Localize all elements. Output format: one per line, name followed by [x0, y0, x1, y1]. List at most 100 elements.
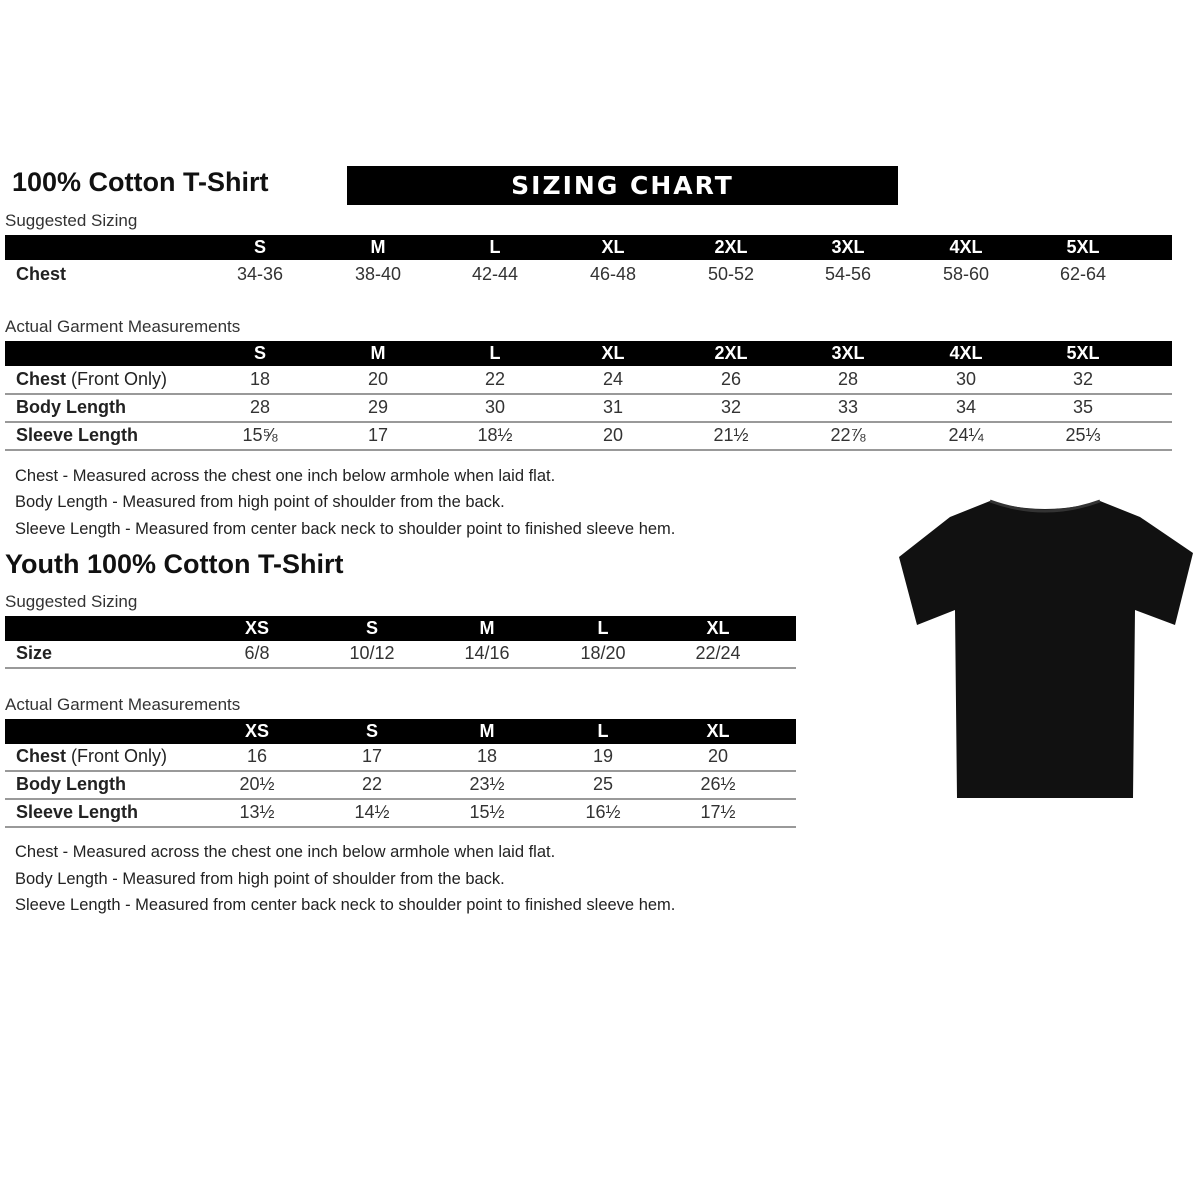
table-cell: 35 — [1072, 397, 1094, 417]
row-divider — [5, 393, 1172, 395]
row-label: Size — [16, 643, 53, 663]
row-label: Chest (Front Only) — [16, 746, 168, 766]
size-header-l: L — [489, 343, 501, 363]
table-cell: 14/16 — [464, 643, 510, 663]
table-cell: 19 — [592, 746, 614, 766]
row-label: Chest (Front Only) — [16, 369, 168, 389]
size-header-m: M — [479, 618, 495, 638]
size-header-4xl: 4XL — [949, 343, 983, 363]
table-cell: 28 — [837, 369, 859, 389]
table-cell: 46-48 — [589, 264, 637, 284]
size-header-3xl: 3XL — [831, 343, 865, 363]
table-cell: 22 — [484, 369, 506, 389]
table-cell: 15½ — [469, 802, 505, 822]
table-cell: 22/24 — [695, 643, 741, 663]
size-header-5xl: 5XL — [1066, 237, 1100, 257]
table-cell: 18/20 — [580, 643, 626, 663]
size-header-3xl: 3XL — [831, 237, 865, 257]
note-line: Sleeve Length - Measured from center bac… — [15, 520, 676, 538]
row-divider — [5, 421, 1172, 423]
table-cell: 20 — [367, 369, 389, 389]
table-cell: 58-60 — [942, 264, 990, 284]
table-cell: 20 — [602, 425, 624, 445]
table-cell: 17½ — [700, 802, 736, 822]
table-cell: 17 — [361, 746, 383, 766]
table-cell: 14½ — [354, 802, 390, 822]
table-cell: 18 — [249, 369, 271, 389]
table-cell: 25 — [592, 774, 614, 794]
size-header-xl: XL — [601, 237, 625, 257]
table-cell: 54-56 — [824, 264, 872, 284]
adult-title: 100% Cotton T-Shirt — [12, 167, 269, 197]
note-line: Chest - Measured across the chest one in… — [15, 843, 556, 861]
table-row: Chest 34-36 38-40 42-44 46-48 50-52 54-56 58-60… — [0, 264, 1200, 290]
table-cell: 26½ — [700, 774, 736, 794]
table-cell: 21½ — [713, 425, 749, 445]
size-header-bar: XS S M L XL — [5, 616, 796, 641]
table-cell: 30 — [484, 397, 506, 417]
size-header-4xl: 4XL — [949, 237, 983, 257]
size-header-2xl: 2XL — [714, 343, 748, 363]
size-header-xl: XL — [706, 618, 730, 638]
table-cell: 34-36 — [236, 264, 284, 284]
size-header-xl: XL — [706, 721, 730, 741]
sizing-chart-banner: SIZING CHART — [347, 166, 898, 205]
table-cell: 42-44 — [471, 264, 519, 284]
row-label: Chest — [16, 264, 67, 284]
adult-actual-label: Actual Garment Measurements — [5, 317, 241, 336]
table-cell: 26 — [720, 369, 742, 389]
row-divider — [5, 798, 796, 800]
size-header-xs: XS — [244, 721, 270, 741]
size-header-l: L — [597, 618, 609, 638]
table-row: Body Length 20½ 22 23½ 25 26½ — [0, 774, 1200, 800]
size-header-s: S — [365, 721, 379, 741]
size-header-bar: XS S M L XL — [5, 719, 796, 744]
table-cell: 22 — [361, 774, 383, 794]
size-header-5xl: 5XL — [1066, 343, 1100, 363]
youth-suggested-label: Suggested Sizing — [5, 592, 138, 611]
size-header-m: M — [370, 237, 386, 257]
table-cell: 25⅓ — [1065, 425, 1101, 445]
table-cell: 30 — [955, 369, 977, 389]
table-row: Size 6/8 10/12 14/16 18/20 22/24 — [0, 643, 1200, 669]
table-row: Chest (Front Only) 18 20 22 24 26 28 30 32 — [0, 369, 1200, 395]
table-row: Sleeve Length 15⅝ 17 18½ 20 21½ 22⅞ 24¼ 25⅓ — [0, 425, 1200, 451]
table-cell: 32 — [720, 397, 742, 417]
tshirt-image — [899, 499, 1193, 798]
row-divider — [5, 449, 1172, 451]
table-cell: 29 — [367, 397, 389, 417]
size-header-2xl: 2XL — [714, 237, 748, 257]
row-divider — [5, 826, 796, 828]
size-header-l: L — [597, 721, 609, 741]
table-cell: 20½ — [239, 774, 275, 794]
table-cell: 24 — [602, 369, 624, 389]
table-row: Body Length 28 29 30 31 32 33 34 35 — [0, 397, 1200, 423]
table-cell: 6/8 — [244, 643, 270, 663]
row-label: Body Length — [16, 397, 126, 417]
adult-suggested-label: Suggested Sizing — [5, 211, 138, 230]
size-header-s: S — [253, 237, 267, 257]
table-cell: 17 — [367, 425, 389, 445]
note-line: Body Length - Measured from high point o… — [15, 870, 505, 888]
size-header-m: M — [479, 721, 495, 741]
size-header-s: S — [253, 343, 267, 363]
table-cell: 15⅝ — [242, 425, 278, 445]
size-header-l: L — [489, 237, 501, 257]
table-cell: 20 — [707, 746, 729, 766]
table-cell: 62-64 — [1059, 264, 1107, 284]
table-cell: 34 — [955, 397, 977, 417]
table-cell: 13½ — [239, 802, 275, 822]
table-cell: 18 — [476, 746, 498, 766]
table-cell: 10/12 — [349, 643, 395, 663]
row-label: Sleeve Length — [16, 802, 139, 822]
table-cell: 23½ — [469, 774, 505, 794]
note-line: Chest - Measured across the chest one in… — [15, 467, 556, 485]
table-cell: 32 — [1072, 369, 1094, 389]
size-header-xs: XS — [244, 618, 270, 638]
table-cell: 50-52 — [707, 264, 755, 284]
note-line: Sleeve Length - Measured from center bac… — [15, 896, 676, 914]
table-row: Sleeve Length 13½ 14½ 15½ 16½ 17½ — [0, 802, 1200, 828]
row-label-suffix: (Front Only) — [66, 746, 168, 766]
row-divider — [5, 770, 796, 772]
